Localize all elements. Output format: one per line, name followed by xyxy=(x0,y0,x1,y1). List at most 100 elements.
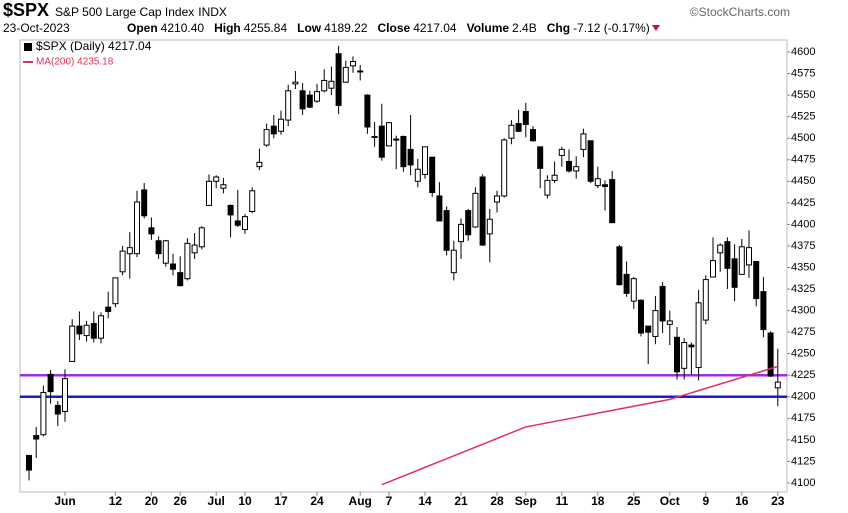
y-tick-label: 4300 xyxy=(791,304,815,316)
candle-body xyxy=(386,122,392,147)
x-tick-label: 24 xyxy=(310,494,324,508)
candle-body xyxy=(321,79,328,92)
stat-label: High xyxy=(214,21,241,35)
candle-body xyxy=(256,161,263,168)
ma-line xyxy=(381,365,779,486)
candle-body xyxy=(724,241,731,269)
candle-body xyxy=(134,201,140,255)
candle-body xyxy=(191,244,198,254)
y-tick-label: 4575 xyxy=(791,67,815,79)
candle-body xyxy=(717,244,724,254)
candle-body xyxy=(616,246,623,286)
stat-value: 2.4B xyxy=(512,21,537,35)
candle-body xyxy=(76,325,83,335)
candle-body xyxy=(537,146,544,169)
candle-body xyxy=(33,435,40,440)
candle-body xyxy=(602,184,608,187)
candle-body xyxy=(292,81,299,85)
stat-label: Chg xyxy=(546,21,571,35)
candle-body xyxy=(26,454,32,471)
x-tick-label: Aug xyxy=(349,494,372,508)
stat-label: Volume xyxy=(466,21,510,35)
candle-body xyxy=(357,70,364,73)
candle-body xyxy=(465,210,472,236)
candle-body xyxy=(674,336,680,373)
candle-body xyxy=(393,138,400,141)
candle-body xyxy=(508,124,515,139)
candle-body xyxy=(767,332,774,377)
y-tick-label: 4275 xyxy=(791,326,815,338)
candle-body xyxy=(422,146,428,175)
x-tick-label: 14 xyxy=(418,494,432,508)
source: ©StockCharts.com xyxy=(689,5,790,19)
candle-body xyxy=(249,190,256,212)
symbol: $SPX xyxy=(3,0,50,20)
x-tick-label: Jun xyxy=(54,494,75,508)
candle-body xyxy=(580,133,587,150)
candle-body xyxy=(278,118,284,132)
candle-body xyxy=(652,310,659,337)
candle-body xyxy=(342,67,349,83)
candle-body xyxy=(299,90,306,110)
candle-body xyxy=(645,325,652,333)
x-tick-label: 10 xyxy=(238,494,252,508)
y-tick-label: 4450 xyxy=(791,175,815,187)
candle-body xyxy=(702,279,709,321)
candle-body xyxy=(126,247,133,255)
candle-body xyxy=(270,125,277,135)
stats-row: 23-Oct-2023 Open 4210.40 High 4255.84 Low 418… xyxy=(3,21,790,35)
x-tick-label: Sep xyxy=(515,494,537,508)
candle-body xyxy=(350,60,356,67)
x-tick-label: Oct xyxy=(660,494,680,508)
candle-body xyxy=(400,135,407,168)
down-arrow xyxy=(651,25,660,31)
x-tick-label: 20 xyxy=(145,494,159,508)
y-tick-label: 4525 xyxy=(791,111,815,123)
candle-body xyxy=(83,324,90,337)
candle-body xyxy=(566,160,572,172)
candle-body xyxy=(695,302,702,368)
candle-body xyxy=(609,179,616,224)
candle-body xyxy=(731,258,738,288)
candle-body xyxy=(90,323,97,339)
x-tick-label: 16 xyxy=(735,494,749,508)
candle-body xyxy=(141,189,148,217)
candle-body xyxy=(62,378,68,412)
y-tick-label: 4325 xyxy=(791,283,815,295)
y-tick-label: 4200 xyxy=(791,391,815,403)
y-tick-label: 4400 xyxy=(791,218,815,230)
candle-body xyxy=(177,272,184,287)
candle-body xyxy=(710,260,716,278)
x-tick-label: 23 xyxy=(771,494,785,508)
candle-body xyxy=(753,260,760,300)
candle-body xyxy=(515,123,522,132)
x-tick-label: 9 xyxy=(702,494,709,508)
y-tick-label: 4375 xyxy=(791,240,815,252)
candle-body xyxy=(573,166,580,172)
x-tick-label: 28 xyxy=(490,494,504,508)
candle-body xyxy=(47,373,54,393)
candle-body xyxy=(458,223,464,243)
candle-body xyxy=(306,94,313,108)
stat-value: 4217.04 xyxy=(413,21,457,35)
y-tick-label: 4100 xyxy=(791,477,815,489)
candle-body xyxy=(148,227,155,235)
candle-body xyxy=(105,306,112,312)
candle-body xyxy=(335,53,342,106)
y-tick-label: 4500 xyxy=(791,132,815,144)
candle-body xyxy=(659,285,666,322)
candle-body xyxy=(198,227,205,248)
candle-body xyxy=(544,179,551,196)
candle-body xyxy=(760,291,767,331)
candle-body xyxy=(371,135,378,138)
candle-body xyxy=(443,210,450,251)
candle-body xyxy=(551,174,558,181)
stat-value: 4210.40 xyxy=(160,21,205,35)
candle-body xyxy=(638,299,644,334)
x-tick-label: 17 xyxy=(274,494,288,508)
y-tick-label: 4150 xyxy=(791,434,815,446)
index-name: S&P 500 Large Cap Index xyxy=(55,5,195,19)
candle-body xyxy=(436,195,443,222)
candle-body xyxy=(234,220,241,226)
